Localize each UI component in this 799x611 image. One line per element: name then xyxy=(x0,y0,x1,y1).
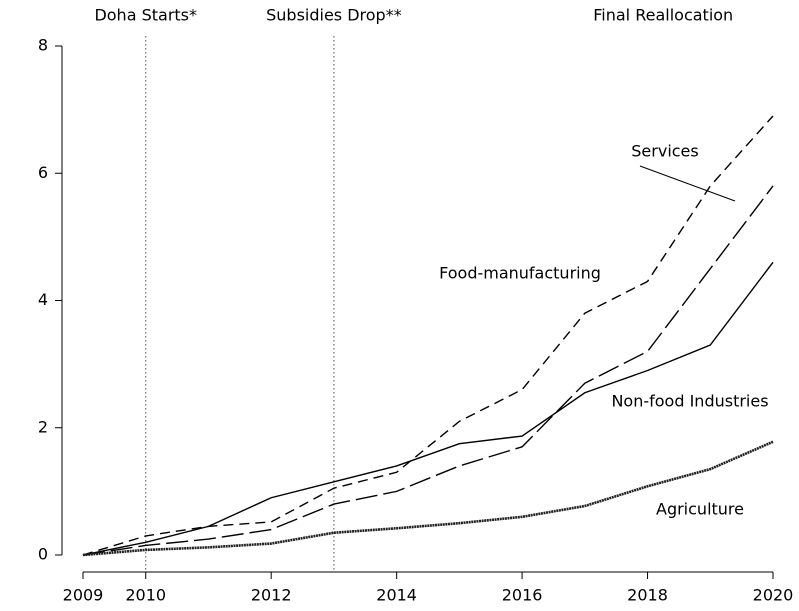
x-tick-label: 2018 xyxy=(627,586,668,605)
series-line xyxy=(82,185,774,556)
x-tick-label: 2020 xyxy=(753,586,794,605)
y-tick-label: 6 xyxy=(38,163,48,182)
x-tick-label: 2014 xyxy=(376,586,417,605)
event-label: Final Reallocation xyxy=(593,6,733,25)
series-label: Non-food Industries xyxy=(611,392,768,411)
series-label: Agriculture xyxy=(656,500,744,519)
y-tick-label: 2 xyxy=(38,417,48,436)
x-tick-label: 2012 xyxy=(251,586,292,605)
series-line xyxy=(82,261,774,556)
x-tick-label: 2016 xyxy=(502,586,543,605)
series-label: Food-manufacturing xyxy=(439,264,601,283)
leader-line xyxy=(639,165,736,202)
series-line xyxy=(82,115,774,556)
event-label: Subsidies Drop** xyxy=(266,6,402,25)
y-tick-label: 8 xyxy=(38,36,48,55)
x-tick-label: 2010 xyxy=(125,586,166,605)
event-label: Doha Starts* xyxy=(94,6,197,25)
series-line xyxy=(82,440,774,557)
y-tick-label: 4 xyxy=(38,290,48,309)
series-label: Services xyxy=(631,142,698,161)
y-tick-label: 0 xyxy=(38,545,48,564)
x-tick-label: 2009 xyxy=(63,586,104,605)
